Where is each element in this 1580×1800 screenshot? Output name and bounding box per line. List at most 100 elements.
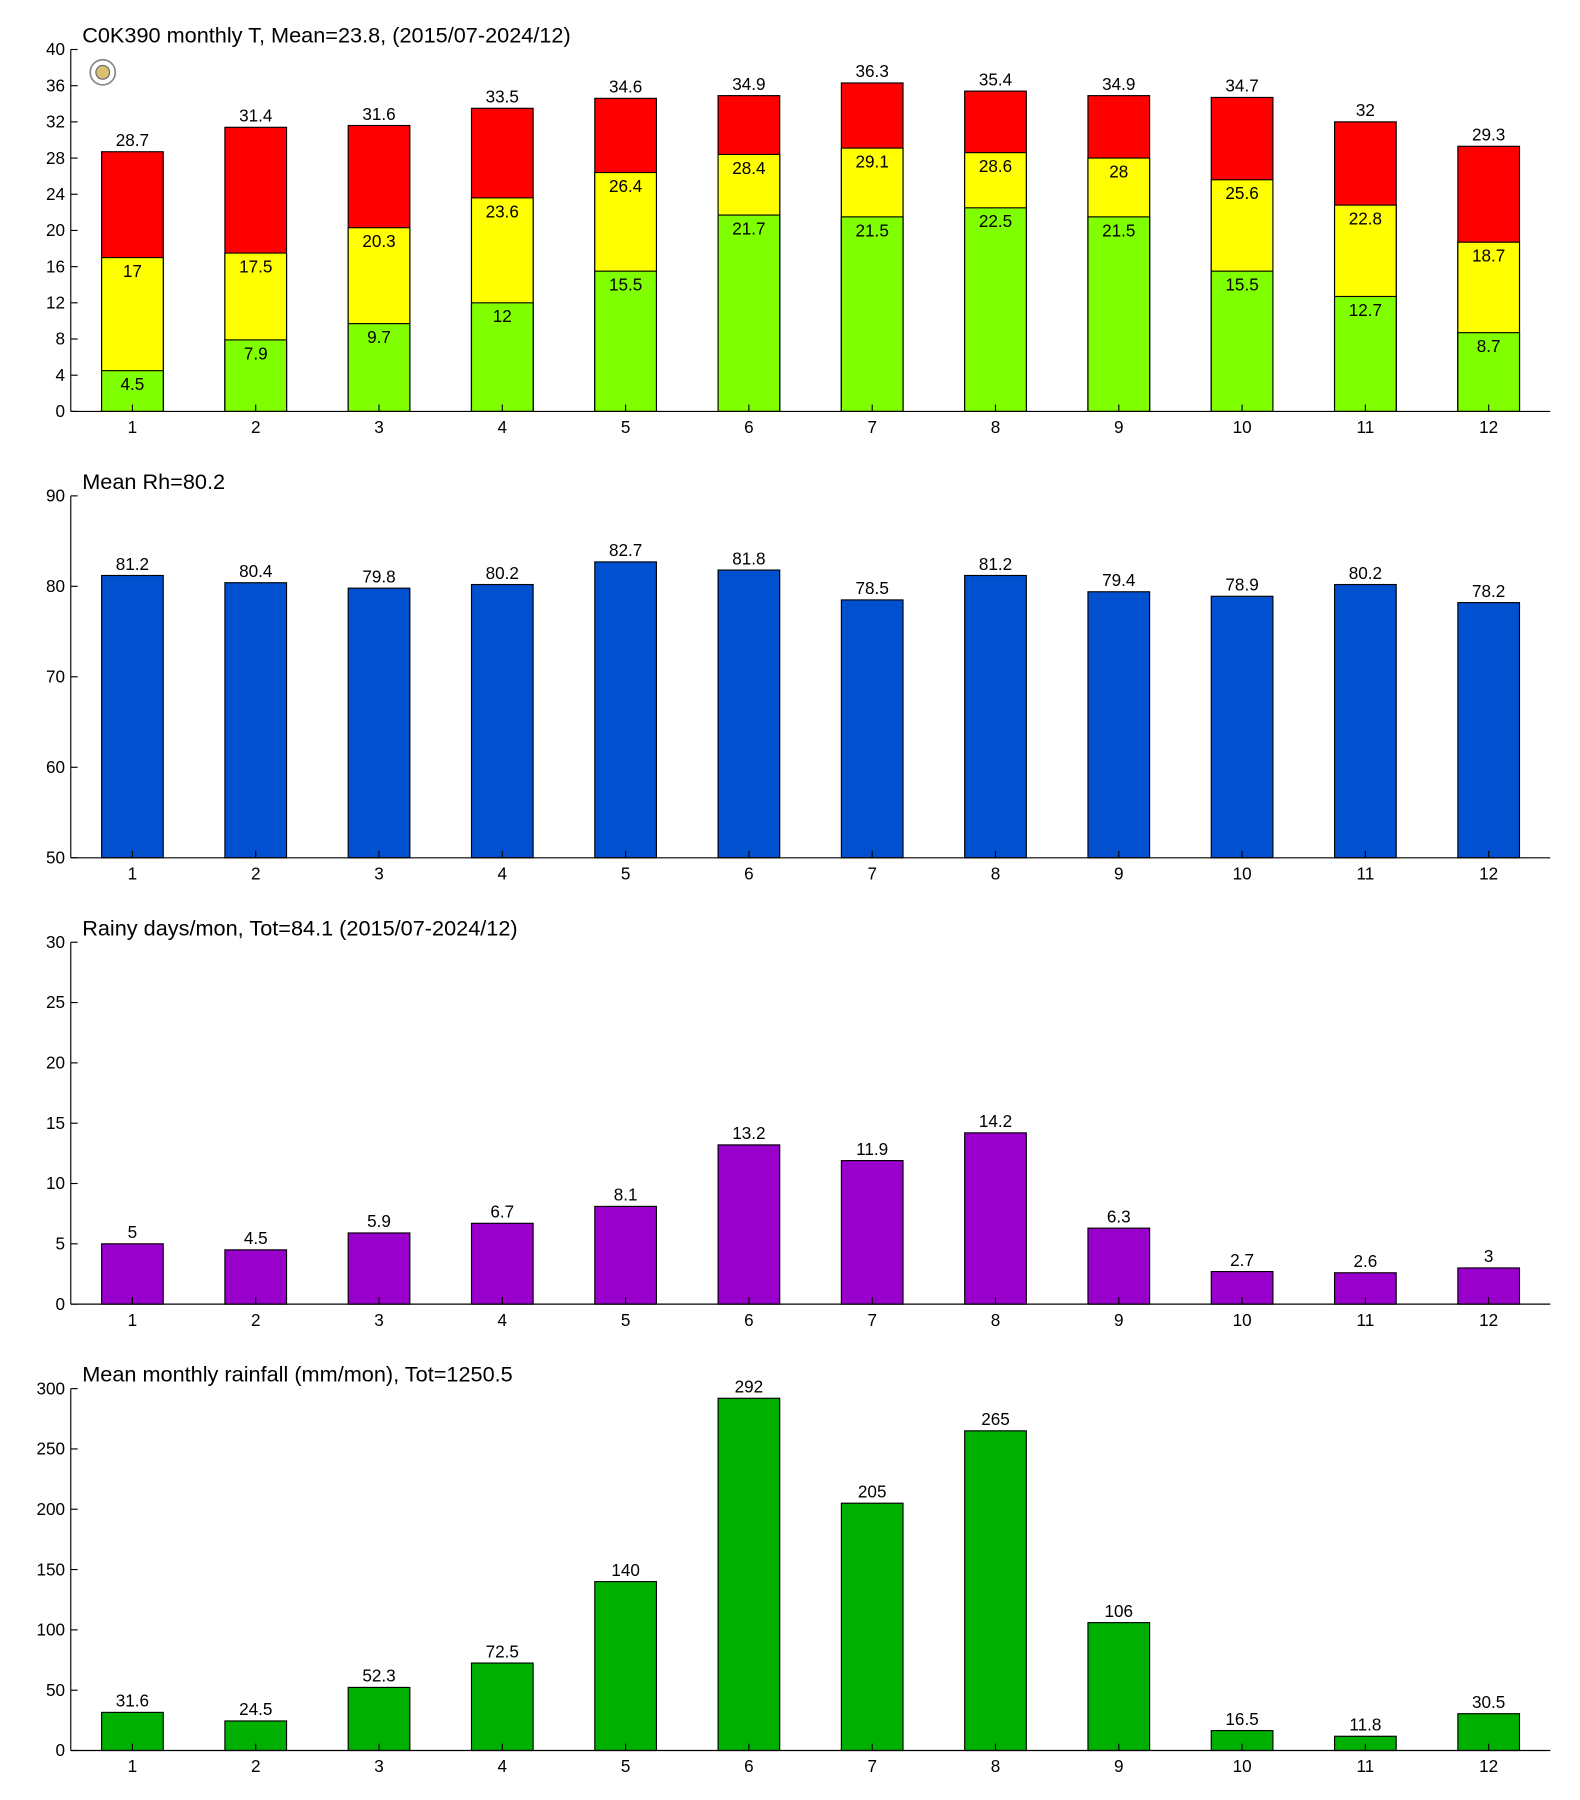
value-label: 3 [1484,1247,1494,1266]
bar [964,1430,1027,1752]
y-tick-label: 60 [46,758,65,777]
value-label: 140 [611,1561,640,1580]
x-tick-label: 12 [1479,1311,1498,1330]
value-label: 31.6 [116,1692,149,1711]
bar [347,587,411,859]
x-tick-label: 3 [374,1311,384,1330]
x-tick-label: 4 [498,418,508,437]
value-label: 8.7 [1477,337,1501,356]
value-label: 15.5 [1225,276,1258,295]
x-tick-label: 9 [1114,1311,1124,1330]
y-tick-label: 12 [46,294,65,313]
value-label: 32 [1356,101,1375,120]
value-label: 35.4 [979,70,1013,89]
value-label: 22.8 [1349,210,1382,229]
x-tick-label: 3 [374,864,384,883]
value-label: 4.5 [121,375,145,394]
bar [1210,270,1274,412]
x-tick-label: 5 [621,1311,631,1330]
bar [594,561,658,859]
value-label: 81.8 [732,549,765,568]
value-label: 292 [735,1378,764,1397]
bar [1210,595,1274,859]
y-tick-label: 0 [56,402,66,421]
logo [89,58,117,86]
bar [224,339,288,412]
value-label: 17 [123,262,142,281]
bar [964,207,1027,412]
value-label: 28.4 [732,159,766,178]
x-tick-label: 5 [621,1757,631,1776]
y-tick-label: 90 [46,487,65,506]
value-label: 78.9 [1225,576,1258,595]
value-label: 72.5 [486,1642,519,1661]
value-label: 5 [128,1223,138,1242]
x-tick-label: 4 [498,864,508,883]
value-label: 11.9 [856,1140,888,1159]
y-tick-label: 70 [46,668,65,687]
y-tick-label: 30 [46,933,65,952]
y-tick-label: 24 [46,185,66,204]
bar [840,1502,904,1752]
value-label: 2.6 [1353,1252,1377,1271]
value-label: 78.2 [1472,582,1505,601]
value-label: 81.2 [979,555,1012,574]
bar [1333,583,1397,859]
value-label: 23.6 [486,202,519,221]
y-tick-label: 20 [46,1054,65,1073]
y-tick-label: 10 [46,1174,65,1193]
bar [347,1686,411,1752]
value-label: 36.3 [856,62,889,81]
value-label: 81.2 [116,555,149,574]
bar [964,1132,1027,1305]
bar [101,574,164,859]
value-label: 34.6 [609,78,642,97]
x-tick-label: 12 [1479,864,1498,883]
x-tick-label: 6 [744,864,754,883]
value-label: 6.7 [490,1203,514,1222]
value-label: 29.1 [856,153,889,172]
x-tick-label: 2 [251,1311,261,1330]
value-label: 106 [1105,1602,1134,1621]
x-tick-label: 6 [744,1311,754,1330]
x-tick-label: 10 [1233,1311,1252,1330]
value-label: 18.7 [1472,247,1505,266]
x-tick-label: 4 [498,1311,508,1330]
x-tick-label: 2 [251,1757,261,1776]
value-label: 9.7 [367,328,391,347]
value-label: 12 [493,307,512,326]
x-tick-label: 9 [1114,864,1124,883]
bar [470,1222,534,1305]
value-label: 265 [981,1410,1010,1429]
value-label: 80.2 [1349,564,1382,583]
value-label: 22.5 [979,212,1012,231]
value-label: 13.2 [732,1124,765,1143]
value-label: 14.2 [979,1112,1012,1131]
value-label: 28 [1109,162,1128,181]
value-label: 15.5 [609,276,642,295]
x-tick-label: 3 [374,418,384,437]
y-tick-label: 50 [46,1681,65,1700]
x-tick-label: 7 [867,1757,877,1776]
y-tick-label: 300 [37,1379,66,1398]
x-tick-label: 1 [128,864,138,883]
y-tick-label: 15 [46,1114,65,1133]
x-tick-label: 12 [1479,418,1498,437]
x-tick-label: 8 [991,1311,1001,1330]
chart-title: Mean monthly rainfall (mm/mon), Tot=1250… [82,1362,513,1387]
x-tick-label: 1 [128,1757,138,1776]
value-label: 21.5 [856,221,889,240]
value-label: 79.4 [1102,571,1136,590]
y-tick-label: 250 [37,1440,66,1459]
bar [1087,591,1151,859]
y-tick-label: 0 [56,1741,66,1760]
x-tick-label: 11 [1356,1757,1374,1776]
x-tick-label: 9 [1114,1757,1124,1776]
value-label: 80.2 [486,564,519,583]
bar [1087,1622,1151,1752]
value-label: 30.5 [1472,1693,1505,1712]
value-label: 34.9 [1102,75,1135,94]
value-label: 28.7 [116,131,149,150]
x-tick-label: 11 [1356,1311,1374,1330]
x-tick-label: 6 [744,1757,754,1776]
